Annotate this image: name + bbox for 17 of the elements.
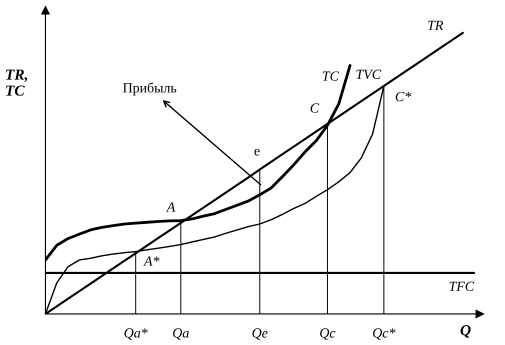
annotation: C <box>310 103 320 113</box>
series-label: TR <box>428 20 444 30</box>
annotation: Прибыль <box>123 82 176 96</box>
y-axis-title: TR, TC <box>6 70 28 96</box>
x-axis-title: Q <box>460 325 471 338</box>
annotation: C* <box>396 92 412 102</box>
series-label: TVC <box>356 70 382 80</box>
annotation: A <box>166 202 176 212</box>
x-tick-label: Qe <box>252 328 268 340</box>
x-tick-label: Qc* <box>373 328 396 340</box>
x-tick-label: Qc <box>320 328 336 340</box>
annotation: A* <box>143 256 160 266</box>
annotation: e <box>254 148 260 156</box>
x-tick-label: Qa <box>173 328 189 340</box>
series-label: TFC <box>450 282 474 292</box>
x-tick-label: Qa* <box>124 328 148 340</box>
series-label: TC <box>322 71 340 81</box>
